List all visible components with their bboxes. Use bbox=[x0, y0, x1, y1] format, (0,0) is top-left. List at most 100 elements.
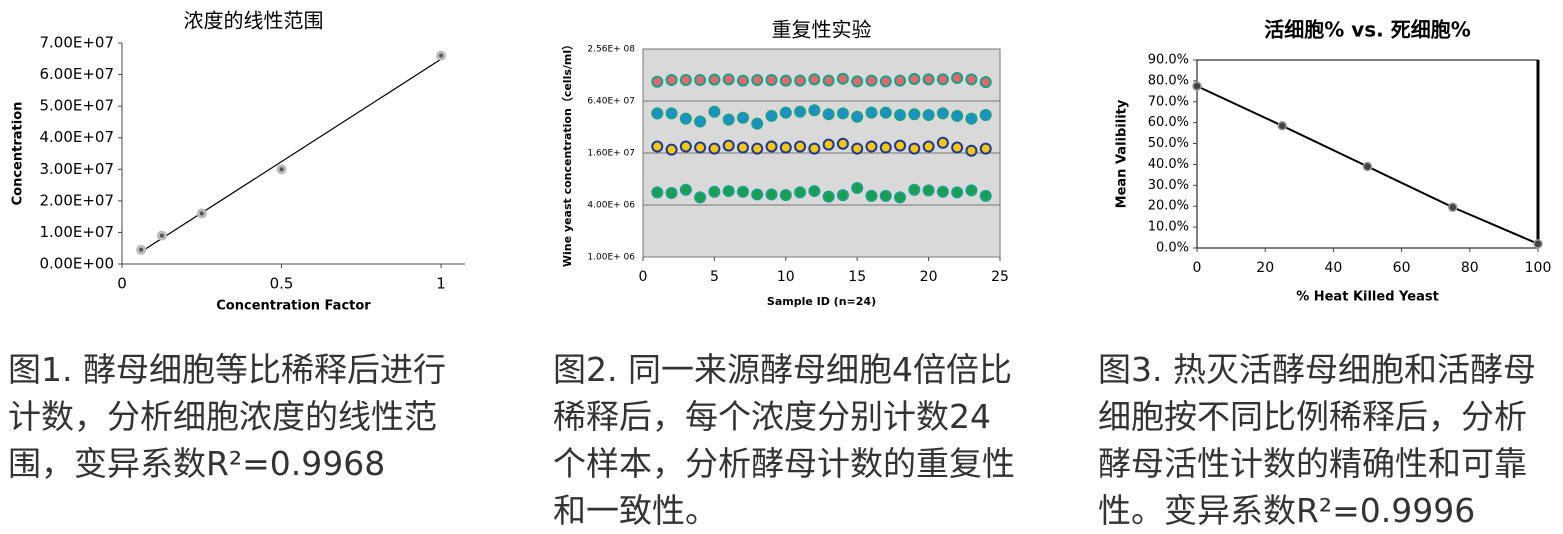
y-tick-label: 70.0% bbox=[1148, 94, 1189, 109]
marker bbox=[1533, 239, 1543, 249]
point bbox=[865, 106, 878, 119]
point bbox=[879, 106, 892, 119]
point bbox=[665, 107, 678, 120]
y-tick-label: 1.00E+07 bbox=[39, 223, 114, 241]
point bbox=[651, 107, 664, 120]
point bbox=[922, 184, 935, 197]
y-tick-label: 6.00E+07 bbox=[39, 65, 114, 83]
point bbox=[865, 140, 878, 153]
chart-title: 浓度的线性范围 bbox=[184, 9, 324, 33]
y-tick-label: 2.00E+07 bbox=[39, 191, 114, 209]
point bbox=[665, 74, 678, 87]
marker bbox=[1362, 161, 1373, 172]
point bbox=[736, 74, 749, 87]
point bbox=[879, 189, 892, 202]
y-tick-label: 1.00E+ 06 bbox=[587, 253, 635, 263]
point bbox=[779, 106, 792, 119]
point bbox=[836, 189, 849, 202]
point bbox=[808, 185, 821, 198]
point bbox=[708, 185, 721, 198]
y-tick-label: 90.0% bbox=[1148, 53, 1189, 68]
x-tick-label: 80 bbox=[1461, 260, 1479, 276]
y-tick-label: 20.0% bbox=[1148, 199, 1189, 214]
y-tick-label: 5.00E+07 bbox=[39, 97, 114, 115]
y-tick-label: 60.0% bbox=[1148, 115, 1189, 130]
marker bbox=[1277, 121, 1287, 131]
point bbox=[794, 186, 807, 199]
y-tick-label: 1.60E+ 07 bbox=[587, 149, 635, 159]
point bbox=[836, 107, 849, 120]
point bbox=[794, 105, 807, 118]
point bbox=[436, 50, 447, 61]
point bbox=[979, 76, 992, 89]
charts: 浓度的线性范围 0.00E+00 1.00E+07 2.00E+07 3.00E+07 4… bbox=[11, 9, 1552, 314]
y-axis-label: Mean Valibility bbox=[1115, 99, 1130, 208]
point bbox=[922, 109, 935, 122]
point bbox=[965, 184, 978, 197]
point bbox=[779, 141, 792, 154]
point bbox=[665, 143, 678, 156]
point bbox=[708, 105, 721, 118]
y-tick-label: 80.0% bbox=[1148, 73, 1189, 88]
point bbox=[679, 140, 692, 153]
point bbox=[951, 141, 964, 154]
point bbox=[708, 73, 721, 86]
page: 浓度的线性范围 0.00E+00 1.00E+07 2.00E+07 3.00E+07 4… bbox=[8, 8, 1552, 530]
y-tick-label: 0.00E+00 bbox=[39, 255, 114, 273]
point bbox=[951, 186, 964, 199]
point bbox=[808, 104, 821, 117]
point bbox=[822, 190, 835, 203]
point bbox=[665, 187, 678, 200]
x-tick-label: 0.5 bbox=[270, 275, 294, 293]
point bbox=[694, 141, 707, 154]
y-tick-label: 0.0% bbox=[1156, 241, 1189, 256]
point bbox=[879, 75, 892, 88]
point bbox=[908, 142, 921, 155]
x-axis-label: Sample ID (n=24) bbox=[767, 295, 876, 308]
point bbox=[765, 188, 778, 201]
caption: 图1. 酵母细胞等比稀释后进行计数，分析细胞浓度的线性范围，变异系数R²=0.9… bbox=[8, 350, 446, 483]
point bbox=[951, 109, 964, 122]
point bbox=[979, 189, 992, 202]
y-tick-label: 50.0% bbox=[1148, 136, 1189, 151]
point bbox=[936, 185, 949, 198]
y-tick-label: 30.0% bbox=[1148, 178, 1189, 193]
x-tick-label: 0 bbox=[1193, 260, 1202, 276]
point bbox=[936, 73, 949, 86]
y-tick-label: 4.00E+ 06 bbox=[587, 201, 635, 211]
point bbox=[651, 140, 664, 153]
x-tick-label: 100 bbox=[1525, 260, 1552, 276]
point bbox=[722, 73, 735, 86]
point bbox=[822, 74, 835, 87]
point bbox=[794, 140, 807, 153]
caption: 图2. 同一来源酵母细胞4倍倍比稀释后，每个浓度分别计数24个样本，分析酵母计数… bbox=[553, 350, 1015, 530]
x-tick-label: 10 bbox=[777, 269, 795, 285]
point bbox=[156, 230, 167, 241]
point bbox=[196, 208, 207, 219]
point bbox=[736, 141, 749, 154]
point bbox=[851, 110, 864, 123]
point bbox=[865, 74, 878, 87]
y-tick-label: 2.56E+ 08 bbox=[587, 45, 635, 55]
point bbox=[836, 137, 849, 150]
point bbox=[965, 73, 978, 86]
x-tick-label: 1 bbox=[436, 275, 446, 293]
point bbox=[694, 115, 707, 128]
point bbox=[679, 74, 692, 87]
point bbox=[765, 109, 778, 122]
point bbox=[894, 191, 907, 204]
point bbox=[822, 108, 835, 121]
point bbox=[736, 185, 749, 198]
x-tick-label: 20 bbox=[1256, 260, 1274, 276]
point bbox=[808, 142, 821, 155]
point bbox=[651, 75, 664, 88]
point bbox=[851, 181, 864, 194]
point bbox=[822, 138, 835, 151]
x-tick-label: 0 bbox=[117, 275, 127, 293]
point bbox=[865, 189, 878, 202]
point bbox=[936, 107, 949, 120]
x-tick-label: 25 bbox=[991, 269, 1009, 285]
point bbox=[751, 117, 764, 130]
x-axis-label: Concentration Factor bbox=[216, 299, 371, 314]
point bbox=[979, 142, 992, 155]
